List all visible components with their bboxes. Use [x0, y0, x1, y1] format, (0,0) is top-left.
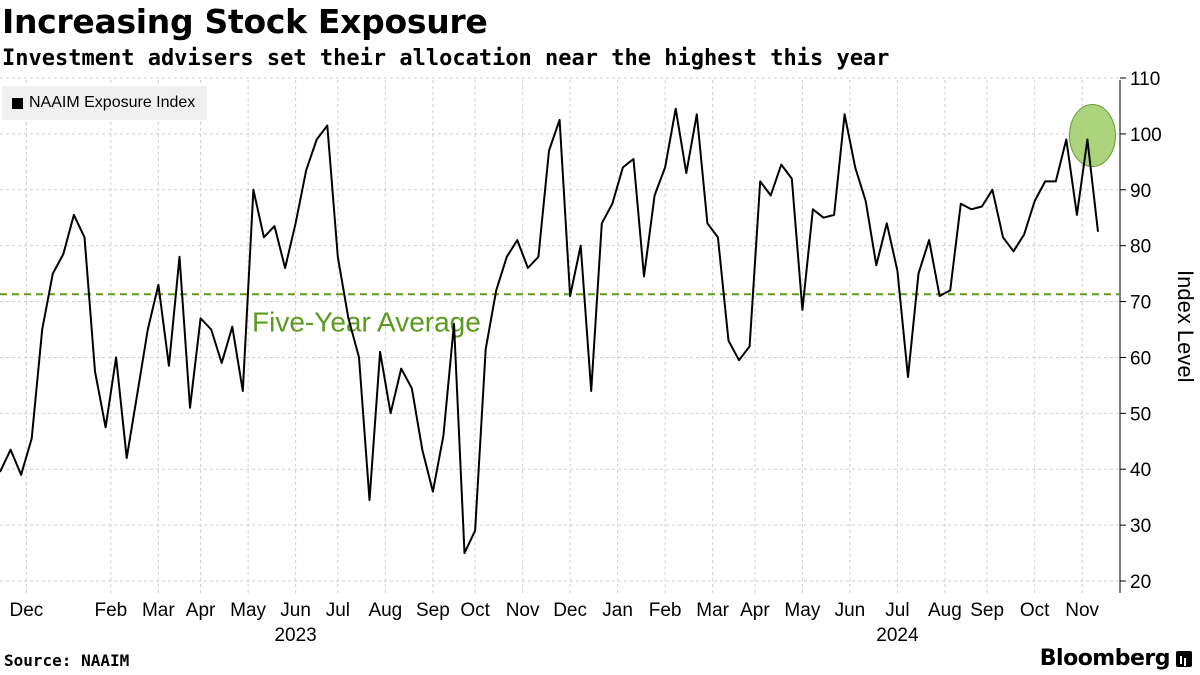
- y-tick-label-3: 50: [1130, 404, 1151, 425]
- x-tick-label-4: May: [230, 600, 266, 621]
- x-tick-label-5: Jun: [280, 600, 311, 621]
- y-tick-label-6: 80: [1130, 237, 1151, 258]
- x-tick-label-8: Sep: [416, 600, 450, 621]
- x-tick-label-1: Feb: [94, 600, 127, 621]
- y-tick-label-7: 90: [1130, 181, 1151, 202]
- x-tick-label-6: Jul: [326, 600, 350, 621]
- year-label-0: 2023: [274, 625, 316, 646]
- x-tick-label-13: Feb: [649, 600, 682, 621]
- x-tick-label-22: Nov: [1065, 600, 1099, 621]
- chart-title: Increasing Stock Exposure: [2, 2, 488, 41]
- x-tick-label-21: Oct: [1020, 600, 1050, 621]
- y-tick-label-4: 60: [1130, 348, 1151, 369]
- x-tick-label-11: Dec: [553, 600, 587, 621]
- x-tick-label-17: Jun: [835, 600, 866, 621]
- x-tick-label-7: Aug: [368, 600, 402, 621]
- y-axis-title: Index Level: [1173, 270, 1198, 383]
- y-tick-label-0: 20: [1130, 572, 1151, 593]
- legend-swatch: [12, 97, 23, 109]
- x-tick-label-15: Apr: [740, 600, 770, 621]
- x-tick-label-10: Nov: [506, 600, 540, 621]
- bloomberg-icon: [1176, 650, 1192, 667]
- source-note: Source: NAAIM: [4, 651, 130, 670]
- average-label: Five-Year Average: [252, 306, 481, 337]
- y-tick-label-1: 30: [1130, 516, 1151, 537]
- x-tick-label-14: Mar: [696, 600, 729, 621]
- x-tick-label-20: Sep: [970, 600, 1004, 621]
- highlight-circle: [1068, 103, 1116, 167]
- y-tick-label-8: 100: [1130, 125, 1162, 146]
- x-tick-label-16: May: [784, 600, 820, 621]
- x-tick-label-2: Mar: [142, 600, 175, 621]
- legend-label: NAAIM Exposure Index: [29, 94, 196, 111]
- x-tick-label-0: Dec: [9, 600, 43, 621]
- brand-name: Bloomberg: [1039, 646, 1171, 671]
- y-tick-label-2: 40: [1130, 460, 1151, 481]
- x-tick-label-18: Jul: [885, 600, 909, 621]
- chart-subtitle: Investment advisers set their allocation…: [2, 46, 890, 71]
- year-label-1: 2024: [876, 625, 919, 646]
- x-tick-label-19: Aug: [928, 600, 962, 621]
- y-tick-label-5: 70: [1130, 293, 1151, 314]
- series-line-naaim: [0, 107, 1099, 555]
- x-tick-label-9: Oct: [460, 600, 490, 621]
- y-tick-label-9: 110: [1130, 69, 1160, 90]
- x-tick-label-12: Jan: [602, 600, 633, 621]
- x-tick-label-3: Apr: [186, 600, 216, 621]
- legend: NAAIM Exposure Index: [2, 86, 208, 120]
- brand-logo: Bloomberg: [1040, 646, 1192, 671]
